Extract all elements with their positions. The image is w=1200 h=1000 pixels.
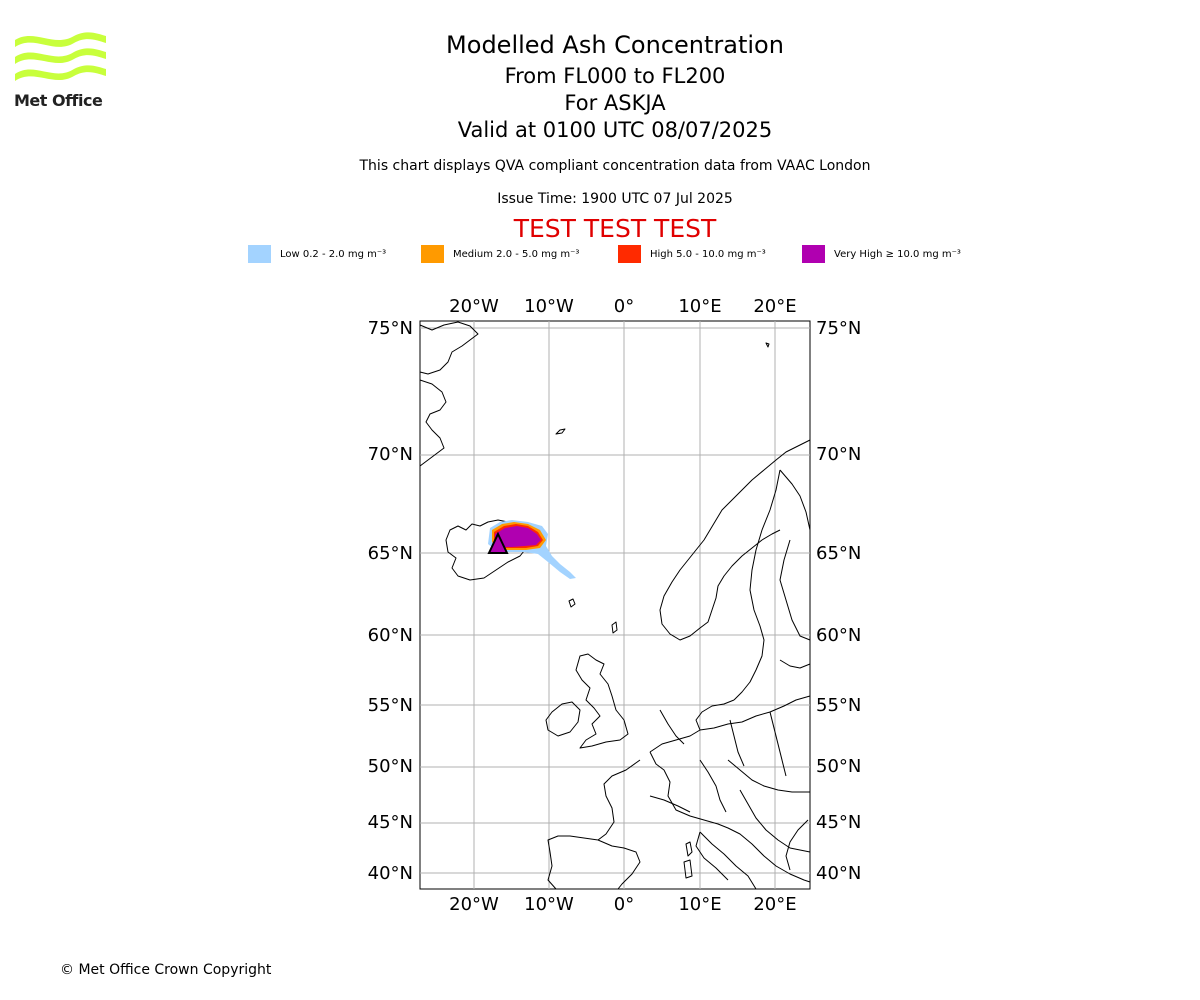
- lon-label-bottom: 20°E: [753, 894, 796, 915]
- lon-label-bottom: 0°: [614, 894, 634, 915]
- legend-swatch-medium: [421, 245, 444, 263]
- lat-label-right: 60°N: [816, 625, 861, 646]
- legend-swatch-high: [618, 245, 641, 263]
- lat-label-left: 40°N: [368, 863, 413, 884]
- legend-swatch-very-high: [802, 245, 825, 263]
- legend-label-medium: Medium 2.0 - 5.0 mg m⁻³: [453, 248, 580, 260]
- legend-item-very-high: Very High ≥ 10.0 mg m⁻³: [802, 244, 961, 264]
- legend-label-very-high: Very High ≥ 10.0 mg m⁻³: [834, 248, 961, 260]
- lon-label-top: 10°W: [524, 296, 574, 317]
- met-office-logo-text: Met Office: [14, 91, 103, 110]
- legend-item-high: High 5.0 - 10.0 mg m⁻³: [618, 244, 766, 264]
- lat-label-left: 50°N: [368, 756, 413, 777]
- issue-time: Issue Time: 1900 UTC 07 Jul 2025: [497, 191, 733, 207]
- valid-time: Valid at 0100 UTC 08/07/2025: [457, 118, 773, 142]
- lon-label-top: 20°E: [753, 296, 796, 317]
- lon-label-bottom: 10°W: [524, 894, 574, 915]
- legend-item-medium: Medium 2.0 - 5.0 mg m⁻³: [421, 244, 579, 264]
- legend-item-low: Low 0.2 - 2.0 mg m⁻³: [248, 244, 386, 264]
- lat-label-right: 65°N: [816, 543, 861, 564]
- compliance-note: This chart displays QVA compliant concen…: [359, 158, 871, 174]
- flight-level-range: From FL000 to FL200: [504, 64, 726, 88]
- lat-label-right: 45°N: [816, 812, 861, 833]
- legend-label-high: High 5.0 - 10.0 mg m⁻³: [650, 248, 766, 260]
- lat-label-left: 60°N: [368, 625, 413, 646]
- lon-label-bottom: 10°E: [678, 894, 721, 915]
- longitude-labels-top: 20°W 10°W 0° 10°E 20°E: [449, 296, 796, 317]
- lat-label-right: 70°N: [816, 444, 861, 465]
- ash-cloud: [488, 520, 576, 579]
- lat-label-right: 55°N: [816, 695, 861, 716]
- lat-label-right: 75°N: [816, 318, 861, 339]
- lat-label-left: 45°N: [368, 812, 413, 833]
- legend-swatch-low: [248, 245, 271, 263]
- lat-label-right: 40°N: [816, 863, 861, 884]
- latitude-labels-left: 75°N 70°N 65°N 60°N 55°N 50°N 45°N 40°N: [368, 318, 413, 884]
- lat-label-left: 55°N: [368, 695, 413, 716]
- lat-label-left: 75°N: [368, 318, 413, 339]
- longitude-labels-bottom: 20°W 10°W 0° 10°E 20°E: [449, 894, 796, 915]
- copyright-notice: © Met Office Crown Copyright: [60, 962, 272, 978]
- lon-label-top: 20°W: [449, 296, 499, 317]
- ash-very-high-concentration: [495, 526, 541, 547]
- lat-label-right: 50°N: [816, 756, 861, 777]
- lat-label-left: 70°N: [368, 444, 413, 465]
- map-frame: [419, 320, 811, 890]
- met-office-logo: [14, 30, 108, 112]
- volcano-triangle-icon: [487, 531, 509, 554]
- chart-title: Modelled Ash Concentration: [446, 31, 784, 59]
- volcano-name: For ASKJA: [564, 91, 666, 115]
- lat-label-left: 65°N: [368, 543, 413, 564]
- test-banner: TEST TEST TEST: [513, 214, 717, 243]
- lon-label-top: 0°: [614, 296, 634, 317]
- legend-label-low: Low 0.2 - 2.0 mg m⁻³: [280, 248, 387, 260]
- lon-label-bottom: 20°W: [449, 894, 499, 915]
- lon-label-top: 10°E: [678, 296, 721, 317]
- met-office-wave-icon: [15, 32, 106, 81]
- latitude-labels-right: 75°N 70°N 65°N 60°N 55°N 50°N 45°N 40°N: [816, 318, 861, 884]
